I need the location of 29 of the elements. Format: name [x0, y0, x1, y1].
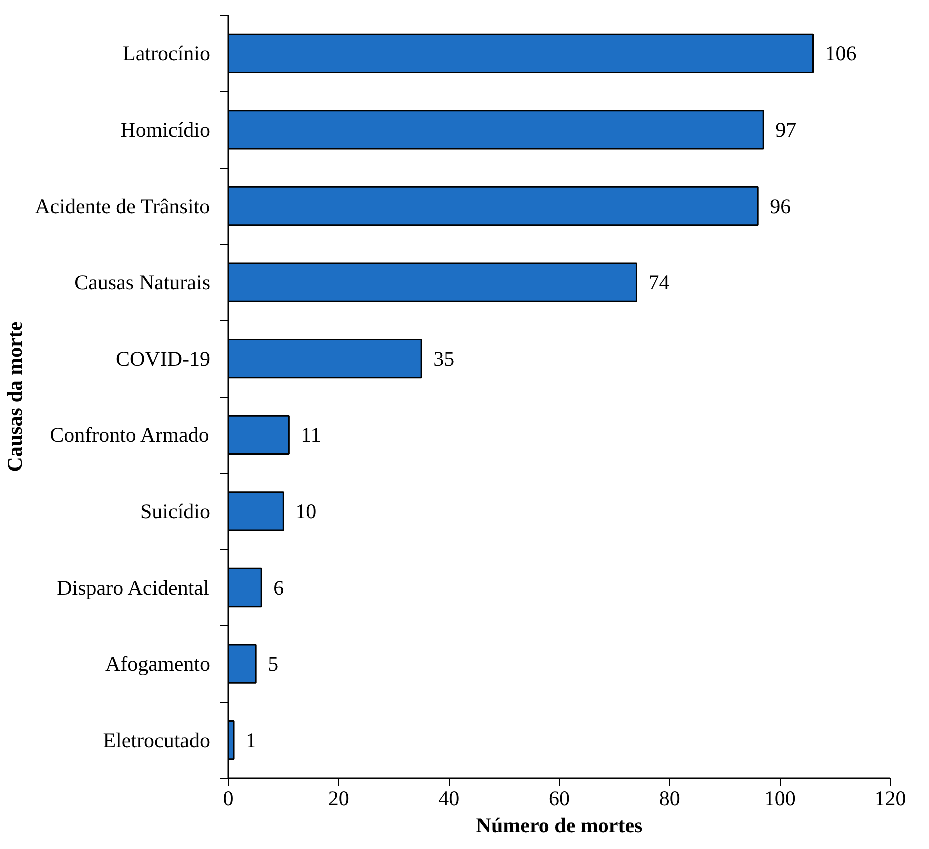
- data-label: 1: [246, 728, 257, 752]
- x-tick-label: 20: [328, 786, 350, 810]
- data-label: 11: [301, 423, 322, 448]
- data-label: 74: [648, 270, 670, 295]
- y-tick-label: Latrocínio: [123, 42, 211, 66]
- data-label: 106: [825, 42, 857, 66]
- data-label: 35: [434, 346, 455, 371]
- data-label: 97: [776, 118, 797, 142]
- x-tick-label: 100: [764, 786, 796, 810]
- y-tick-label: Afogamento: [106, 652, 211, 676]
- data-label: 96: [770, 194, 792, 218]
- x-tick-label: 80: [659, 786, 680, 810]
- y-tick-label: COVID-19: [116, 346, 211, 371]
- data-label: 6: [274, 576, 284, 600]
- data-label: 5: [268, 652, 279, 676]
- y-tick-label: Acidente de Trânsito: [35, 194, 210, 218]
- y-tick-label: Homicídio: [120, 118, 211, 142]
- x-tick-label: 60: [549, 786, 570, 810]
- y-tick-label: Eletrocutado: [103, 728, 211, 752]
- x-axis-title: Número de mortes: [476, 814, 643, 838]
- y-tick-label: Confronto Armado: [50, 423, 210, 448]
- y-tick-label: Suicídio: [140, 499, 211, 524]
- data-label: 10: [296, 499, 317, 524]
- y-tick-label: Causas Naturais: [74, 270, 211, 295]
- y-axis-title: Causas da morte: [3, 322, 28, 472]
- x-tick-label: 40: [438, 786, 460, 810]
- y-tick-label: Disparo Acidental: [57, 576, 210, 600]
- x-tick-label: 120: [874, 786, 906, 810]
- x-tick-label: 0: [223, 786, 234, 810]
